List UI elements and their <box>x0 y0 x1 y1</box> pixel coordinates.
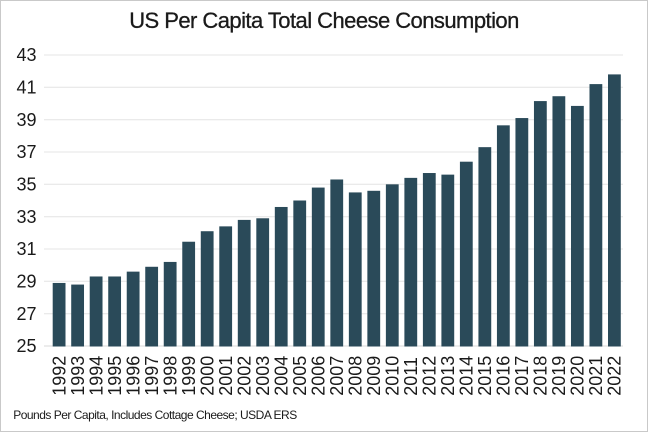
svg-text:2009: 2009 <box>364 356 384 396</box>
svg-text:2021: 2021 <box>586 356 606 396</box>
svg-text:1994: 1994 <box>86 356 106 396</box>
svg-text:Pounds Per Capita, Includes Co: Pounds Per Capita, Includes Cottage Chee… <box>13 408 297 422</box>
svg-text:2003: 2003 <box>253 356 273 396</box>
svg-text:41: 41 <box>16 78 36 98</box>
svg-text:2011: 2011 <box>401 357 421 396</box>
svg-text:43: 43 <box>16 45 36 65</box>
svg-text:2020: 2020 <box>568 356 588 396</box>
svg-text:1999: 1999 <box>179 356 199 396</box>
svg-text:US Per Capita Total Cheese Con: US Per Capita Total Cheese Consumption <box>129 8 519 33</box>
svg-text:2017: 2017 <box>512 356 532 396</box>
svg-text:2018: 2018 <box>531 356 551 396</box>
svg-text:29: 29 <box>16 272 36 292</box>
svg-text:2019: 2019 <box>549 356 569 396</box>
svg-text:2002: 2002 <box>234 356 254 396</box>
svg-text:2016: 2016 <box>494 356 514 396</box>
svg-text:1998: 1998 <box>160 356 180 396</box>
svg-text:1993: 1993 <box>68 356 88 396</box>
svg-text:2000: 2000 <box>197 356 217 396</box>
svg-text:25: 25 <box>16 336 36 356</box>
svg-text:39: 39 <box>16 110 36 130</box>
svg-text:2001: 2001 <box>216 356 236 396</box>
svg-text:2022: 2022 <box>605 356 625 396</box>
svg-text:2007: 2007 <box>327 356 347 396</box>
svg-text:33: 33 <box>16 207 36 227</box>
svg-text:2013: 2013 <box>438 356 458 396</box>
svg-text:1996: 1996 <box>123 356 143 396</box>
svg-text:1995: 1995 <box>105 356 125 396</box>
svg-text:2006: 2006 <box>308 356 328 396</box>
svg-text:37: 37 <box>16 142 36 162</box>
svg-text:1992: 1992 <box>49 356 69 396</box>
svg-text:2014: 2014 <box>457 356 477 396</box>
svg-text:2015: 2015 <box>475 356 495 396</box>
svg-text:35: 35 <box>16 175 36 195</box>
svg-text:2010: 2010 <box>382 356 402 396</box>
svg-text:2012: 2012 <box>420 356 440 396</box>
svg-text:31: 31 <box>16 239 36 259</box>
svg-text:2005: 2005 <box>290 356 310 396</box>
svg-text:1997: 1997 <box>142 356 162 396</box>
svg-text:2008: 2008 <box>345 356 365 396</box>
svg-text:27: 27 <box>16 304 36 324</box>
svg-text:2004: 2004 <box>271 356 291 396</box>
